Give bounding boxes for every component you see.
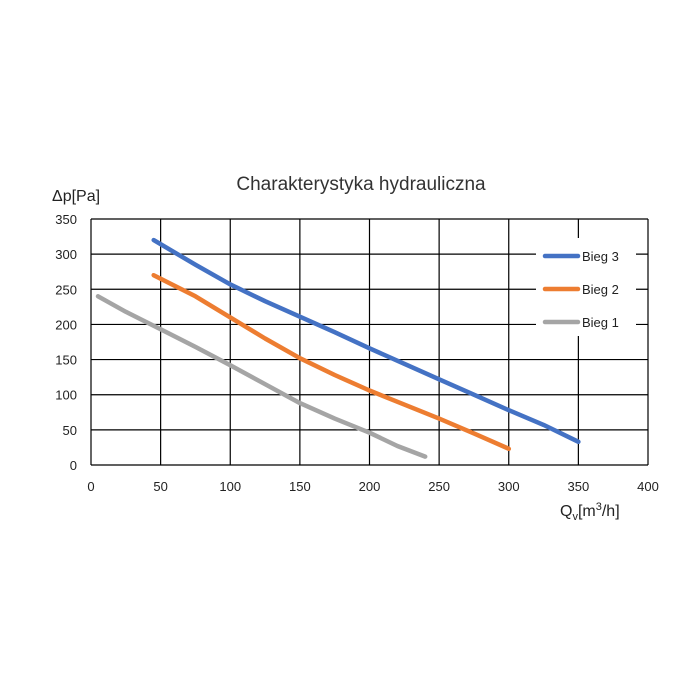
y-tick-label: 350: [55, 212, 77, 227]
y-tick-labels: 0 50 100 150 200 250 300 350: [55, 212, 77, 473]
y-tick-label: 0: [70, 458, 77, 473]
y-axis-label-symbol: Δ: [52, 188, 63, 205]
y-axis-label: Δp[Pa]: [52, 188, 100, 205]
x-tick-label: 250: [428, 479, 450, 494]
x-tick-label: 400: [637, 479, 659, 494]
x-axis-label-main: Q: [560, 503, 572, 520]
series-lines: [95, 237, 581, 459]
x-axis-label-mid: [m: [578, 503, 596, 520]
x-tick-label: 150: [289, 479, 311, 494]
x-tick-label: 0: [87, 479, 94, 494]
x-tick-label: 300: [498, 479, 520, 494]
y-tick-label: 200: [55, 317, 77, 332]
legend-label: Bieg 1: [582, 315, 619, 330]
x-axis-label: Qv[m3/h]: [560, 501, 620, 523]
x-tick-label: 350: [568, 479, 590, 494]
x-axis-label-sub: v: [572, 511, 578, 523]
x-tick-label: 100: [219, 479, 241, 494]
y-tick-label: 150: [55, 353, 77, 368]
series-line-2: [151, 272, 512, 452]
legend-label: Bieg 2: [582, 282, 619, 297]
series-line-1: [151, 237, 581, 445]
legend: Bieg 3 Bieg 2 Bieg 1: [536, 238, 636, 336]
x-tick-labels: 0 50 100 150 200 250 300 350 400: [87, 479, 658, 494]
y-tick-label: 250: [55, 282, 77, 297]
y-tick-label: 50: [63, 423, 77, 438]
x-tick-label: 50: [153, 479, 167, 494]
chart-title: Charakterystyka hydrauliczna: [236, 174, 486, 195]
y-tick-label: 300: [55, 247, 77, 262]
x-tick-label: 200: [359, 479, 381, 494]
y-axis-label-rest: p[Pa]: [63, 188, 100, 205]
series-line-3: [95, 294, 428, 459]
x-axis-label-sup: 3: [596, 501, 602, 513]
x-axis-label-end: /h]: [602, 503, 620, 520]
y-tick-label: 100: [55, 388, 77, 403]
legend-label: Bieg 3: [582, 249, 619, 264]
